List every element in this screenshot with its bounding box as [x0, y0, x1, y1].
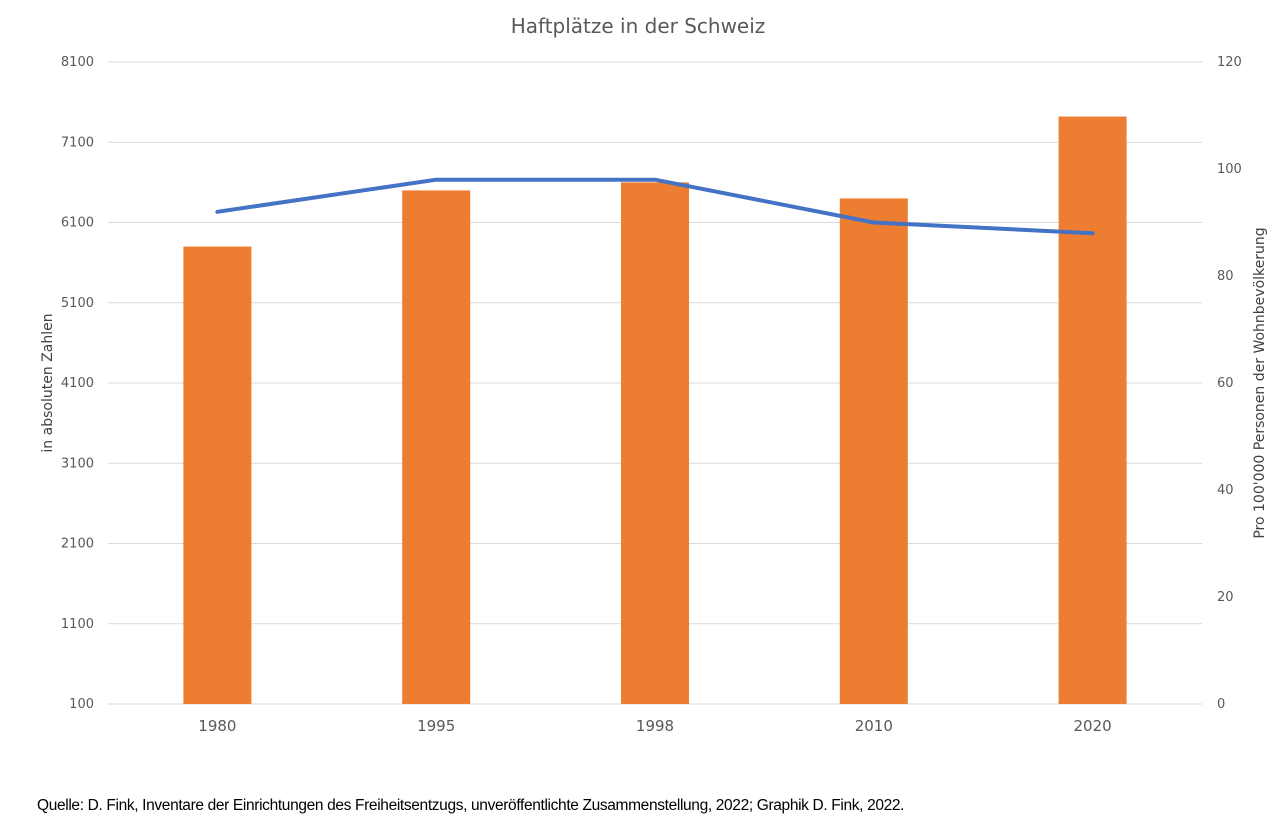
y-tick-left: 5100 — [61, 296, 94, 311]
y-tick-left: 6100 — [61, 216, 94, 231]
y-tick-right: 20 — [1217, 590, 1234, 605]
right-axis-ticks: 0 20 40 60 80 100 120 — [1217, 55, 1242, 712]
bar — [839, 198, 908, 705]
y-tick-right: 120 — [1217, 55, 1242, 70]
bar — [402, 190, 471, 704]
left-axis-ticks: 100 1100 2100 3100 4100 5100 6100 7100 8100 — [61, 55, 94, 712]
x-tick-label: 1980 — [198, 717, 236, 735]
x-tick-label: 2010 — [855, 717, 893, 735]
y-tick-right: 0 — [1217, 697, 1225, 712]
y-tick-right: 60 — [1217, 376, 1234, 391]
x-tick-label: 2020 — [1074, 717, 1112, 735]
y-tick-left: 1100 — [61, 617, 94, 632]
source-note: Quelle: D. Fink, Inventare der Einrichtu… — [37, 797, 905, 814]
x-axis-ticks: 1980 1995 1998 2010 2020 — [198, 717, 1111, 735]
y-tick-right: 100 — [1217, 162, 1242, 177]
y-tick-left: 100 — [69, 697, 94, 712]
x-tick-label: 1998 — [636, 717, 674, 735]
bar — [1058, 116, 1127, 704]
bar — [183, 246, 252, 704]
y-axis-title-right: Pro 100'000 Personen der Wohnbevölkerung — [1252, 227, 1268, 538]
line-series — [215, 177, 1095, 236]
series-line — [215, 177, 1095, 236]
y-tick-right: 80 — [1217, 269, 1234, 284]
y-axis-title-left: in absoluten Zahlen — [40, 313, 56, 452]
y-tick-left: 2100 — [61, 537, 94, 552]
y-tick-left: 3100 — [61, 456, 94, 471]
x-tick-label: 1995 — [417, 717, 455, 735]
y-tick-right: 40 — [1217, 483, 1234, 498]
y-tick-left: 7100 — [61, 135, 94, 150]
bars — [183, 116, 1127, 705]
chart-title: Haftplätze in der Schweiz — [511, 14, 766, 38]
y-tick-left: 4100 — [61, 376, 94, 391]
bar — [621, 182, 689, 704]
y-tick-left: 8100 — [61, 55, 94, 70]
